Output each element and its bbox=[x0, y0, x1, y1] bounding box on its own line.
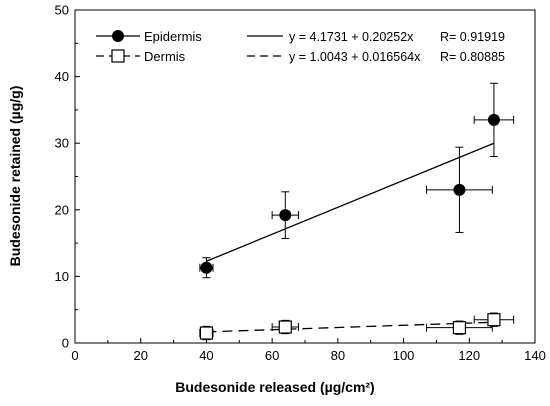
x-tick-label: 60 bbox=[265, 348, 279, 363]
x-tick-label: 0 bbox=[71, 348, 78, 363]
y-tick-label: 40 bbox=[55, 69, 69, 84]
y-tick-label: 30 bbox=[55, 136, 69, 151]
legend-dermis-label: Dermis bbox=[144, 49, 186, 64]
dermis-fit-line bbox=[206, 321, 494, 333]
y-axis-title: Budesonide retained (µg/g) bbox=[7, 86, 23, 267]
x-axis-title: Budesonide released (µg/cm²) bbox=[175, 379, 374, 395]
dermis-point bbox=[487, 313, 501, 327]
legend-epidermis-label: Epidermis bbox=[144, 29, 202, 44]
dermis-fit-equation: y = 1.0043 + 0.016564x bbox=[289, 50, 421, 64]
epidermis-fit-line bbox=[206, 142, 495, 262]
x-tick-label: 140 bbox=[524, 348, 546, 363]
fit-lines bbox=[206, 142, 495, 333]
dermis-point bbox=[278, 320, 292, 334]
x-tick-label: 80 bbox=[331, 348, 345, 363]
x-tick-label: 100 bbox=[393, 348, 415, 363]
legend: Epidermis Dermis y = 4.1731 + 0.20252x R… bbox=[96, 29, 505, 64]
axis-tick-labels: 0 20 40 60 80 100 120 140 0 10 20 30 40 50 bbox=[55, 3, 546, 364]
y-tick-label: 10 bbox=[55, 269, 69, 284]
error-bars bbox=[199, 82, 515, 341]
epidermis-fit-equation: y = 4.1731 + 0.20252x bbox=[289, 30, 414, 44]
y-tick-label: 20 bbox=[55, 202, 69, 217]
epidermis-point bbox=[453, 183, 466, 196]
epidermis-point bbox=[200, 261, 213, 274]
y-tick-label: 50 bbox=[55, 3, 69, 18]
legend-epidermis-marker bbox=[112, 30, 124, 42]
data-markers bbox=[199, 113, 501, 340]
y-tick-label: 0 bbox=[62, 336, 69, 351]
legend-dermis-marker bbox=[111, 49, 125, 63]
dermis-fit-r: R= 0.80885 bbox=[440, 50, 505, 64]
x-tick-label: 120 bbox=[458, 348, 480, 363]
epidermis-point bbox=[487, 113, 500, 126]
epidermis-fit-r: R= 0.91919 bbox=[440, 30, 505, 44]
dermis-point bbox=[452, 321, 467, 335]
epidermis-point bbox=[279, 209, 292, 222]
x-tick-label: 40 bbox=[199, 348, 213, 363]
x-tick-label: 20 bbox=[133, 348, 147, 363]
dermis-point bbox=[199, 326, 214, 340]
axis-ticks bbox=[74, 9, 536, 344]
